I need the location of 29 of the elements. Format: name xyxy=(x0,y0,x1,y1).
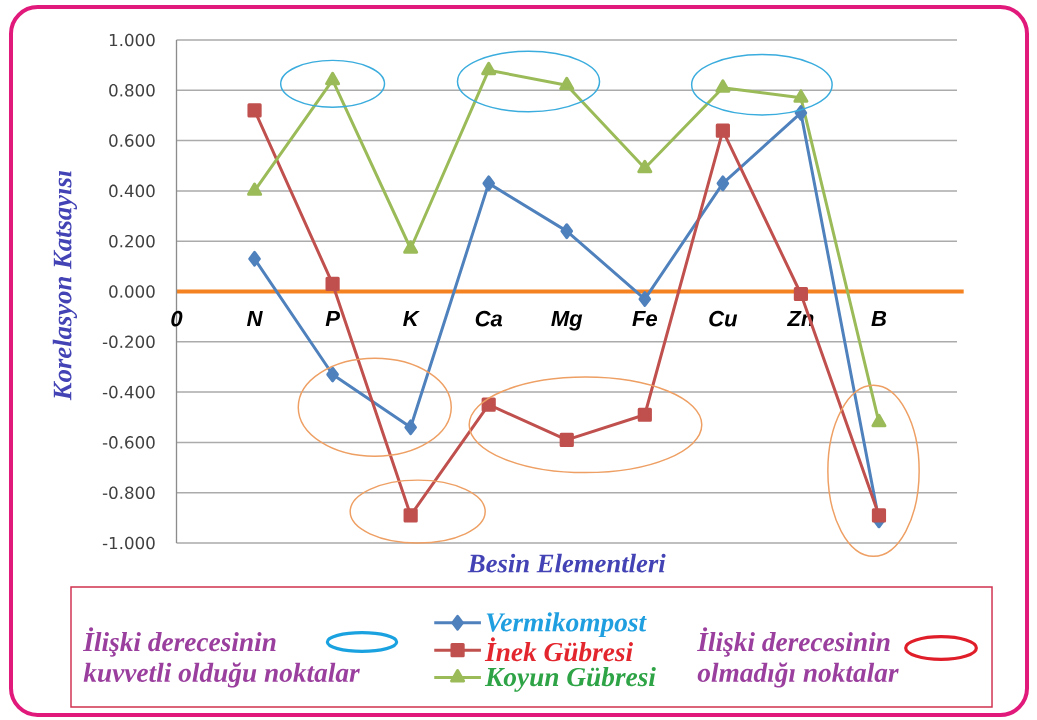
x-tick-label: P xyxy=(325,310,340,327)
x-tick-label: K xyxy=(403,310,420,327)
x-tick-label: N xyxy=(246,310,263,327)
y-tick-label: 0.600 xyxy=(109,134,155,147)
x-tick-label: B xyxy=(871,310,887,327)
x-tick-label: Fe xyxy=(632,310,658,327)
text: olmadığı noktalar xyxy=(697,662,899,688)
text: kuvvetli olduğu noktalar xyxy=(83,662,360,688)
legend-label: İnek Gübresi xyxy=(484,637,633,662)
y-axis-title: Korelasyon Katsayısı xyxy=(52,170,78,401)
y-tick-label: -0.800 xyxy=(102,486,155,499)
x-tick-label: Ca xyxy=(475,310,503,327)
x-tick-label: Cu xyxy=(709,310,738,327)
text: İlişki derecesinin xyxy=(83,627,276,657)
y-tick-label: -0.200 xyxy=(102,335,155,349)
legend-label: Vermikompost xyxy=(486,612,647,638)
y-tick-label: 0.200 xyxy=(109,234,155,248)
y-tick-label: 0.400 xyxy=(109,184,155,198)
text: İlişki derecesinin xyxy=(697,627,890,657)
x-tick-label: 0 xyxy=(171,310,183,327)
y-tick-label: -1.000 xyxy=(102,536,155,550)
y-tick-label: 0.000 xyxy=(109,285,155,298)
x-tick-label: Mg xyxy=(551,310,583,331)
x-axis-title: Besin Elementleri xyxy=(467,553,666,573)
legend-label: Koyun Gübresi xyxy=(484,667,656,692)
y-tick-label: 1.000 xyxy=(109,33,155,47)
y-tick-label: -0.400 xyxy=(102,385,155,399)
y-tick-label: 0.800 xyxy=(109,83,155,97)
y-tick-label: -0.600 xyxy=(102,436,155,449)
